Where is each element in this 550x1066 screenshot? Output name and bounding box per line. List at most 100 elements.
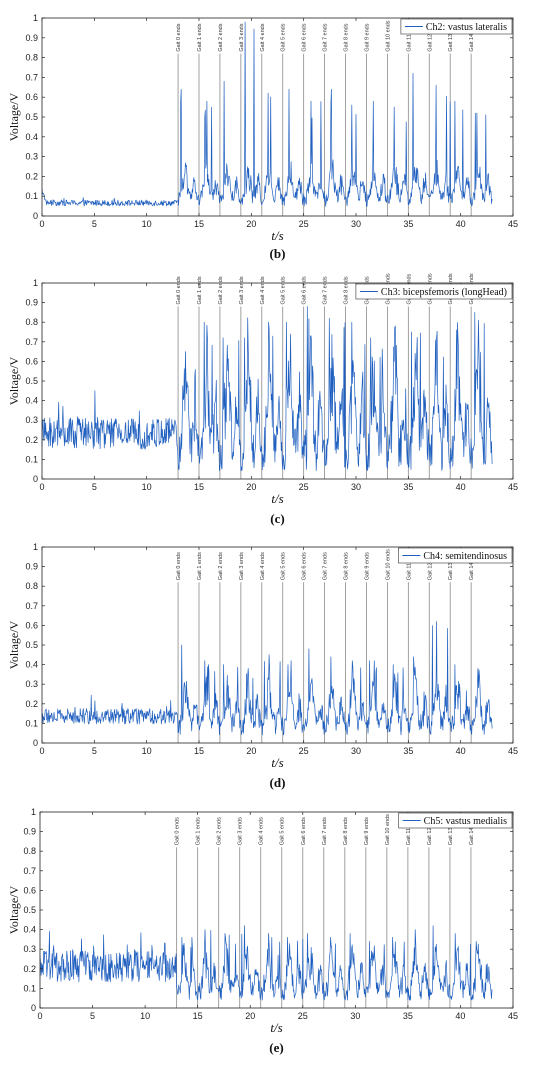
gait-marker-label: Gait 11 ends bbox=[406, 549, 412, 580]
gait-marker-label: Gait 13 ends bbox=[448, 549, 454, 580]
panel-label: (b) bbox=[270, 246, 286, 261]
x-tick-label: 45 bbox=[508, 1011, 518, 1021]
gait-marker-label: Gait 2 ends bbox=[218, 276, 224, 304]
signal-series-line bbox=[41, 621, 493, 736]
y-tick-label: 0.5 bbox=[25, 376, 38, 386]
x-axis-label: t/s bbox=[271, 228, 283, 243]
x-tick-label: 0 bbox=[39, 219, 44, 229]
legend-label: Ch3: bicepsfemoris (longHead) bbox=[381, 287, 507, 298]
panel-label: (e) bbox=[269, 1040, 283, 1055]
gait-marker-label: Gait 0 ends bbox=[175, 817, 181, 845]
gait-marker-label: Gait 6 ends bbox=[301, 817, 307, 845]
x-tick-label: 10 bbox=[140, 1011, 150, 1021]
gait-marker-label: Gait 10 ends bbox=[385, 814, 391, 845]
y-tick-label: 0.9 bbox=[25, 562, 38, 572]
y-tick-label: 0.8 bbox=[25, 53, 38, 63]
gait-marker-label: Gait 2 ends bbox=[217, 817, 223, 845]
y-tick-label: 0.9 bbox=[25, 33, 38, 43]
legend: Ch3: bicepsfemoris (longHead) bbox=[355, 283, 513, 300]
gait-marker-label: Gait 11 ends bbox=[406, 814, 412, 845]
gait-marker-label: Gait 14 ends bbox=[469, 20, 475, 51]
x-tick-label: 5 bbox=[90, 1011, 95, 1021]
panel-label: (d) bbox=[270, 775, 286, 790]
legend-box bbox=[400, 18, 513, 35]
y-tick-label: 0.1 bbox=[25, 454, 38, 464]
y-tick-label: 0.4 bbox=[25, 396, 38, 406]
gait-marker-label: Gait 1 ends bbox=[197, 276, 203, 304]
plot-area-frame bbox=[41, 17, 514, 217]
gait-marker-label: Gait 8 ends bbox=[344, 276, 350, 304]
gait-marker-label: Gait 6 ends bbox=[302, 276, 308, 304]
y-tick-label: 0.9 bbox=[25, 298, 38, 308]
gait-marker-label: Gait 14 ends bbox=[469, 549, 475, 580]
y-axis-label: Voltage/V bbox=[7, 356, 21, 405]
y-tick-label: 0.6 bbox=[25, 620, 38, 630]
gait-marker-label: Gait 1 ends bbox=[197, 23, 203, 51]
panel-label: (c) bbox=[270, 511, 284, 526]
gait-marker-label: Gait 7 ends bbox=[323, 23, 329, 51]
gait-marker-label: Gait 0 ends bbox=[176, 276, 182, 304]
gait-marker-label: Gait 3 ends bbox=[239, 23, 245, 51]
x-tick-label: 20 bbox=[245, 1011, 255, 1021]
gait-marker-label: Gait 3 ends bbox=[239, 552, 245, 580]
y-tick-label: 1 bbox=[33, 13, 38, 23]
signal-series-line bbox=[41, 21, 493, 207]
x-axis-label: t/s bbox=[270, 1020, 282, 1035]
y-tick-label: 0 bbox=[31, 1003, 36, 1013]
y-tick-label: 0.8 bbox=[23, 846, 36, 856]
gait-marker-label: Gait 4 ends bbox=[260, 552, 266, 580]
gait-marker-label: Gait 2 ends bbox=[218, 23, 224, 51]
chart-panel-4: Gait 0 ends Gait 1 ends Gait 2 ends Gait 3 … bbox=[7, 807, 518, 1055]
gait-marker-label: Gait 1 ends bbox=[196, 817, 202, 845]
legend-label: Ch5: vastus medialis bbox=[424, 816, 507, 827]
legend-label: Ch2: vastus lateralis bbox=[426, 22, 507, 33]
gait-marker-label: Gait 3 ends bbox=[238, 817, 244, 845]
x-tick-label: 30 bbox=[351, 746, 361, 756]
legend: Ch2: vastus lateralis bbox=[400, 18, 513, 35]
x-tick-label: 35 bbox=[403, 746, 413, 756]
y-tick-label: 0.3 bbox=[25, 415, 38, 425]
y-tick-label: 0.5 bbox=[25, 640, 38, 650]
x-tick-label: 45 bbox=[508, 746, 518, 756]
gait-marker-label: Gait 8 ends bbox=[343, 817, 349, 845]
x-tick-label: 25 bbox=[299, 482, 309, 492]
y-tick-label: 0.5 bbox=[23, 905, 36, 915]
y-tick-label: 0.3 bbox=[25, 679, 38, 689]
y-tick-label: 0.3 bbox=[25, 152, 38, 162]
x-axis-label: t/s bbox=[271, 755, 283, 770]
chart-panel-3: Gait 0 ends Gait 1 ends Gait 2 ends Gait 3 … bbox=[7, 542, 518, 790]
y-tick-label: 0.5 bbox=[25, 112, 38, 122]
y-tick-label: 0.7 bbox=[25, 601, 38, 611]
gait-marker-label: Gait 12 ends bbox=[427, 814, 433, 845]
x-tick-label: 35 bbox=[403, 482, 413, 492]
signal-series-line bbox=[41, 306, 493, 472]
y-tick-label: 0.4 bbox=[23, 925, 36, 935]
x-tick-label: 0 bbox=[37, 1011, 42, 1021]
gait-marker-label: Gait 14 ends bbox=[469, 814, 475, 845]
x-tick-label: 40 bbox=[456, 746, 466, 756]
x-tick-label: 0 bbox=[39, 746, 44, 756]
x-tick-label: 40 bbox=[455, 1011, 465, 1021]
x-tick-label: 35 bbox=[403, 1011, 413, 1021]
y-tick-label: 0.3 bbox=[23, 944, 36, 954]
gait-marker-label: Gait 0 ends bbox=[176, 23, 182, 51]
x-tick-label: 45 bbox=[508, 482, 518, 492]
x-tick-label: 15 bbox=[194, 746, 204, 756]
gait-marker-label: Gait 12 ends bbox=[427, 549, 433, 580]
gait-marker-label: Gait 8 ends bbox=[344, 552, 350, 580]
gait-marker-label: Gait 9 ends bbox=[364, 552, 370, 580]
y-tick-label: 0.2 bbox=[23, 964, 36, 974]
gait-marker-label: Gait 6 ends bbox=[302, 23, 308, 51]
y-tick-label: 0.4 bbox=[25, 660, 38, 670]
x-tick-label: 40 bbox=[456, 219, 466, 229]
x-tick-label: 45 bbox=[508, 219, 518, 229]
gait-marker-label: Gait 9 ends bbox=[364, 23, 370, 51]
legend: Ch4: semitendinosus bbox=[398, 547, 513, 564]
gait-marker-label: Gait 9 ends bbox=[364, 817, 370, 845]
gait-marker-label: Gait 3 ends bbox=[239, 276, 245, 304]
x-tick-label: 25 bbox=[298, 1011, 308, 1021]
x-tick-label: 20 bbox=[246, 219, 256, 229]
y-tick-label: 0.7 bbox=[25, 72, 38, 82]
x-tick-label: 15 bbox=[193, 1011, 203, 1021]
x-tick-label: 10 bbox=[142, 746, 152, 756]
